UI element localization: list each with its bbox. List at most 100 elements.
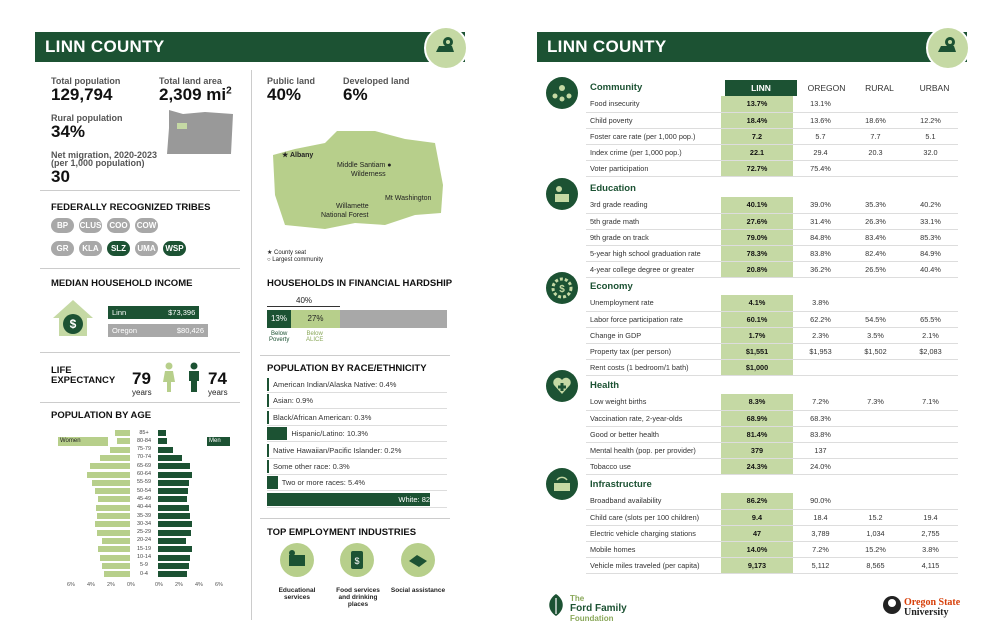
table-row: Food insecurity 13.7% 13.1% (586, 96, 958, 113)
age-group-label: 35-39 (136, 512, 152, 519)
age-group-label: 0-4 (140, 570, 148, 577)
indicator-value: 35.3% (848, 197, 903, 214)
age-bar-women (95, 521, 130, 528)
indicator-value: 9,173 (721, 557, 793, 575)
indicator-value: 5,112 (793, 557, 848, 575)
life-male-value: 74 (208, 369, 227, 388)
indicator-value: 7.2% (793, 541, 848, 559)
oregon-map-pin-icon (424, 26, 468, 70)
map-willamette-2: National Forest (321, 212, 369, 219)
race-label: Some other race: 0.3% (273, 462, 350, 471)
indicator-value (793, 359, 848, 377)
indicator-value (848, 96, 903, 113)
age-bar-women (96, 504, 130, 511)
race-bar (267, 394, 269, 408)
indicator-name: Index crime (per 1,000 pop.) (586, 144, 721, 162)
svg-text:$: $ (70, 317, 77, 331)
col-rural: RURAL (865, 83, 894, 93)
age-tick: 6% (215, 582, 223, 589)
indicator-value (848, 442, 903, 460)
indicator-value: 36.2% (793, 261, 848, 279)
indicator-value (903, 359, 958, 377)
age-bar-women (98, 546, 130, 553)
table-row: Vaccination rate, 2-year-olds 68.9% 68.3% (586, 410, 958, 427)
employment-item-2: Food services and drinking places (336, 587, 380, 608)
indicator-value: 2.3% (793, 327, 848, 345)
table-row: Foster care rate (per 1,000 pop.) 7.2 5.7 7… (586, 128, 958, 146)
hardship-poverty-bar: 13% (267, 310, 291, 328)
indicator-value: 90.0% (793, 493, 848, 510)
net-migration-label: Net migration, 2020-2023 (51, 150, 158, 160)
indicator-value (903, 96, 958, 113)
indicator-value: 68.3% (793, 410, 848, 427)
indicator-value (903, 160, 958, 178)
table-row: 3rd grade reading 40.1% 39.0% 35.3% 40.2% (586, 197, 958, 214)
indicator-value: 40.2% (903, 197, 958, 214)
indicator-name: Food insecurity (586, 96, 721, 113)
age-tick: 2% (107, 582, 115, 589)
indicator-value: 29.4 (793, 144, 848, 162)
income-linn-bar: Linn $73,396 (108, 306, 200, 319)
indicator-value: $2,083 (903, 343, 958, 361)
table-row: Mobile homes 14.0% 7.2% 15.2% 3.8% (586, 541, 958, 559)
employment-item-3: Social assistance (390, 587, 446, 594)
race-label: White: 82.2% (398, 494, 443, 504)
indicator-value: 75.4% (793, 160, 848, 178)
tribe-pill: BP (51, 218, 74, 233)
hardship-alice-label: Below ALICE (306, 331, 324, 343)
race-bar (267, 427, 288, 441)
indicator-name: 4-year college degree or greater (586, 261, 721, 279)
table-row: Child poverty 18.4% 13.6% 18.6% 12.2% (586, 112, 958, 129)
indicator-value: 1.7% (721, 327, 793, 345)
county-map (273, 131, 443, 229)
indicator-value: 137 (793, 442, 848, 460)
indicator-value: 18.4% (721, 112, 793, 129)
indicator-value: $1,551 (721, 343, 793, 361)
indicator-value: 39.0% (793, 197, 848, 214)
race-label: American Indian/Alaska Native: 0.4% (273, 380, 397, 389)
female-figure-icon (163, 362, 175, 392)
indicator-value: 2,755 (903, 525, 958, 543)
indicator-value (848, 160, 903, 178)
indicator-value: 84.9% (903, 245, 958, 263)
indicator-value: 33.1% (903, 213, 958, 230)
indicator-value: 5.7 (793, 128, 848, 146)
age-tick: 6% (67, 582, 75, 589)
indicator-value: 7.1% (903, 394, 958, 411)
indicator-value: 72.7% (721, 160, 793, 178)
table-row: Electric vehicle charging stations 47 3,78… (586, 525, 958, 543)
age-group-label: 45-49 (136, 495, 152, 502)
tribe-pill: COO (107, 218, 130, 233)
indicator-value: 18.4 (793, 509, 848, 526)
age-group-label: 25-29 (136, 529, 152, 536)
ford-family-leaf-icon (549, 594, 563, 616)
category-table: Low weight births 8.3% 7.2% 7.3% 7.1% Vaccina… (586, 394, 958, 476)
indicator-value: 22.1 (721, 144, 793, 162)
public-land-value: 40% (267, 85, 302, 104)
age-group-label: 75-79 (136, 446, 152, 453)
category-heading: Community (590, 82, 643, 93)
age-bar-men (158, 521, 192, 528)
rural-population-label: Rural population (51, 113, 123, 123)
indicator-value: 3.8% (793, 295, 848, 312)
tribe-pill: WSP (163, 241, 186, 256)
age-bar-men (158, 463, 190, 470)
indicator-name: Child poverty (586, 112, 721, 129)
indicator-value: 4,115 (903, 557, 958, 575)
food-services-icon: $ (340, 543, 374, 577)
indicator-value: 2.1% (903, 327, 958, 345)
indicator-value: 68.9% (721, 410, 793, 427)
net-migration-sublabel: (per 1,000 population) (51, 158, 145, 168)
hardship-title: HOUSEHOLDS IN FINANCIAL HARDSHIP (267, 278, 453, 289)
age-bar-men (158, 504, 189, 511)
age-bar-women (95, 488, 130, 495)
age-group-label: 5-9 (140, 562, 148, 569)
indicator-name: Foster care rate (per 1,000 pop.) (586, 128, 721, 146)
indicator-value: 54.5% (848, 311, 903, 328)
race-row: Black/African American: 0.3% (267, 410, 447, 426)
indicator-value: 13.6% (793, 112, 848, 129)
indicator-value: 7.2% (793, 394, 848, 411)
indicator-value: 3,789 (793, 525, 848, 543)
indicator-value (903, 295, 958, 312)
table-row: Labor force participation rate 60.1% 62.2%… (586, 311, 958, 328)
